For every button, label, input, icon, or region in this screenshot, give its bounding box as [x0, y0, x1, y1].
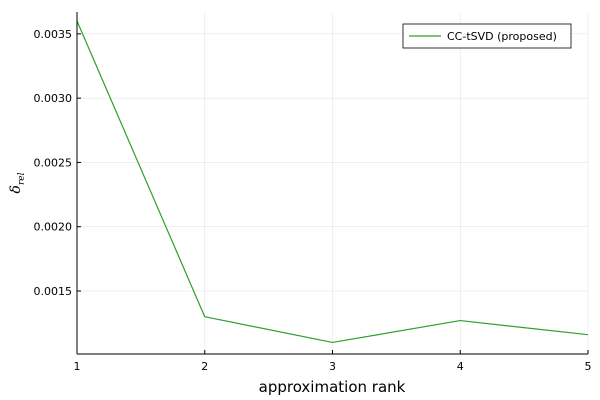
grid — [76, 12, 589, 354]
y-axis-label-sub: rel — [17, 172, 27, 185]
x-ticks: 1 2 3 4 5 — [74, 350, 592, 373]
y-tick-label: 0.0030 — [34, 92, 73, 105]
legend-label: CC-tSVD (proposed) — [447, 30, 557, 43]
y-axis-label: δrel — [8, 172, 27, 193]
x-tick-label: 2 — [201, 360, 208, 373]
y-ticks: 0.0015 0.0020 0.0025 0.0030 0.0035 — [34, 28, 81, 298]
series-line — [76, 20, 589, 344]
y-tick-label: 0.0020 — [34, 221, 73, 234]
legend: CC-tSVD (proposed) — [402, 23, 572, 49]
x-tick-label: 4 — [457, 360, 464, 373]
x-axis-label: approximation rank — [259, 378, 406, 396]
y-tick-label: 0.0025 — [34, 156, 73, 169]
x-tick-label: 3 — [329, 360, 336, 373]
svg-text:δrel: δrel — [8, 172, 27, 193]
y-tick-label: 0.0015 — [34, 285, 73, 298]
x-tick-label: 1 — [74, 360, 81, 373]
y-tick-label: 0.0035 — [34, 28, 73, 41]
y-axis-label-main: δ — [8, 185, 24, 193]
x-tick-label: 5 — [585, 360, 592, 373]
plot-area — [76, 20, 589, 344]
